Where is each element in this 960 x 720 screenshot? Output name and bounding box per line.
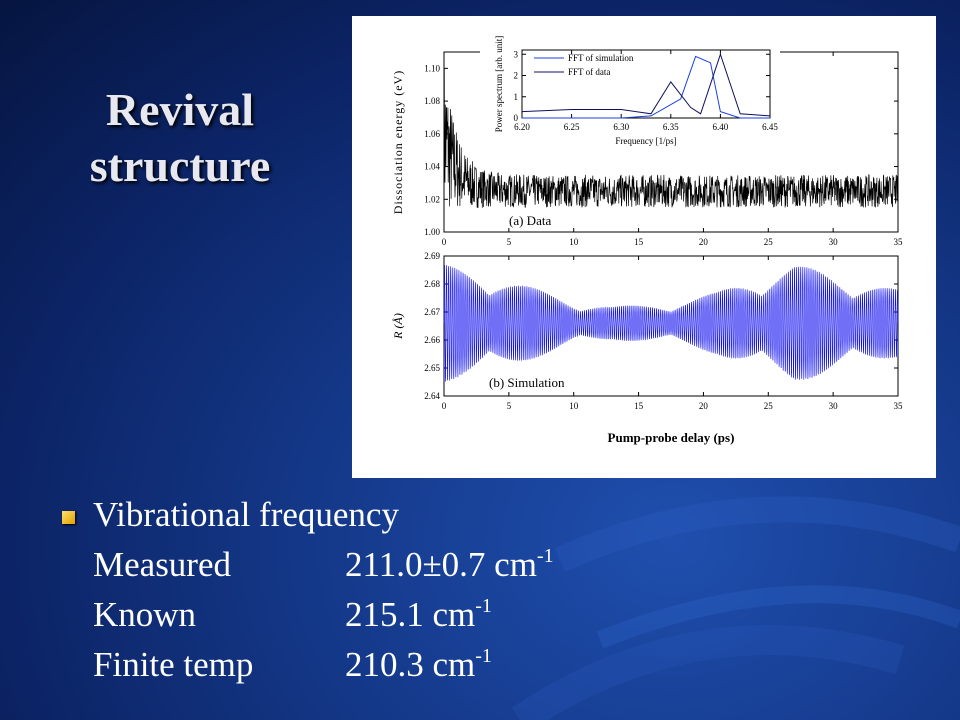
x-tick-label: 6.45: [762, 122, 778, 132]
inset-power-spectrum: 6.20 6.25 6.30 6.35 6.40 6.45 0 1 2 3 FFT of simul…: [480, 36, 780, 154]
finite-temp-row: Finite temp 210.3 cm-1: [93, 640, 554, 690]
simulation-series-line: [443, 264, 899, 382]
inset-series-line-1: [522, 55, 770, 119]
data-series-line: [443, 67, 899, 216]
x-tick-label: 6.35: [663, 122, 679, 132]
x-tick-label: 0: [442, 401, 447, 411]
y-tick-label: 1: [514, 92, 519, 102]
y-tick-label: 2.69: [424, 251, 440, 261]
panel-a-ylabel: Dissociation energy (eV): [391, 70, 405, 214]
panel-b-simulation: 0 5 10 15 20 25 30 35 2.64 2.65 2.66 2.67 2.68 2.69 (b…: [391, 251, 903, 445]
inset-ylabel: Power spectrum [arb. unit]: [494, 36, 504, 132]
y-tick-label: 2.65: [424, 363, 440, 373]
x-tick-label: 6.30: [613, 122, 629, 132]
y-tick-label: 1.06: [424, 129, 440, 139]
chart-figure: 0 5 10 15 20 25 30 351.001.021.041.061.081.10(a…: [391, 36, 904, 445]
bullet-item: Vibrational frequency: [62, 490, 554, 540]
x-tick-label: 15: [634, 237, 644, 247]
row-value: 215.1 cm-1: [345, 595, 492, 634]
x-tick-label: 35: [894, 401, 904, 411]
x-tick-label: 20: [699, 401, 709, 411]
x-tick-label: 10: [569, 237, 579, 247]
row-label: Measured: [93, 545, 232, 584]
plot-frame: [443, 255, 899, 397]
plot-frame: [521, 49, 771, 119]
bullet-heading: Vibrational frequency: [93, 495, 399, 534]
inset-background: [480, 44, 780, 154]
y-tick-label: 1.04: [424, 162, 440, 172]
panel-b-xlabel: Pump-probe delay (ps): [608, 430, 735, 445]
y-tick-label: 2.68: [424, 279, 440, 289]
x-tick-label: 5: [507, 237, 512, 247]
panel-b-label: (b) Simulation: [489, 375, 565, 390]
known-row: Known 215.1 cm-1: [93, 590, 554, 640]
y-tick-label: 2.66: [424, 335, 440, 345]
x-tick-label: 6.25: [564, 122, 580, 132]
row-label: Known: [93, 595, 197, 634]
legend-label: FFT of data: [568, 67, 610, 77]
x-tick-label: 0: [442, 237, 447, 247]
legend-label: FFT of simulation: [568, 53, 634, 63]
square-bullet-icon: [62, 510, 75, 524]
measured-row: Measured 211.0±0.7 cm-1: [93, 540, 554, 590]
row-value: 210.3 cm-1: [345, 645, 492, 684]
slide-title: Revival structure: [70, 82, 290, 194]
x-tick-label: 5: [507, 401, 512, 411]
bullet-list: Vibrational frequency Measured 211.0±0.7…: [62, 490, 554, 690]
row-value: 211.0±0.7 cm-1: [345, 545, 554, 584]
y-tick-label: 2: [514, 71, 519, 81]
x-tick-label: 25: [764, 237, 774, 247]
panel-a-label: (a) Data: [509, 213, 551, 228]
y-tick-label: 3: [514, 49, 519, 59]
x-tick-label: 6.40: [713, 122, 729, 132]
y-tick-label: 0: [514, 113, 519, 123]
title-line-2: structure: [89, 140, 271, 191]
panel-b-ylabel: R (Å): [391, 313, 405, 340]
y-tick-label: 1.10: [424, 63, 440, 73]
x-tick-label: 30: [829, 237, 839, 247]
y-tick-label: 1.00: [424, 227, 440, 237]
x-tick-label: 15: [634, 401, 644, 411]
title-line-1: Revival: [105, 84, 255, 135]
figure-panel: 0 5 10 15 20 25 30 35 1.00 1.02 1.04 1.06 1.08 1.10 (a…: [352, 16, 936, 478]
x-tick-label: 25: [764, 401, 774, 411]
inset-series-line-2: [521, 52, 771, 117]
y-tick-label: 2.67: [424, 307, 440, 317]
y-tick-label: 2.64: [424, 391, 440, 401]
y-tick-label: 1.02: [424, 194, 440, 204]
inset-xlabel: Frequency [1/ps]: [615, 136, 676, 146]
x-tick-label: 30: [829, 401, 839, 411]
x-tick-label: 35: [894, 237, 904, 247]
row-label: Finite temp: [93, 645, 254, 684]
x-tick-label: 6.20: [514, 122, 530, 132]
y-tick-label: 1.08: [424, 96, 440, 106]
x-tick-label: 10: [569, 401, 579, 411]
x-tick-label: 20: [699, 237, 709, 247]
panel-a-data: 0 5 10 15 20 25 30 351.001.021.041.061.081.10(a…: [391, 51, 904, 247]
